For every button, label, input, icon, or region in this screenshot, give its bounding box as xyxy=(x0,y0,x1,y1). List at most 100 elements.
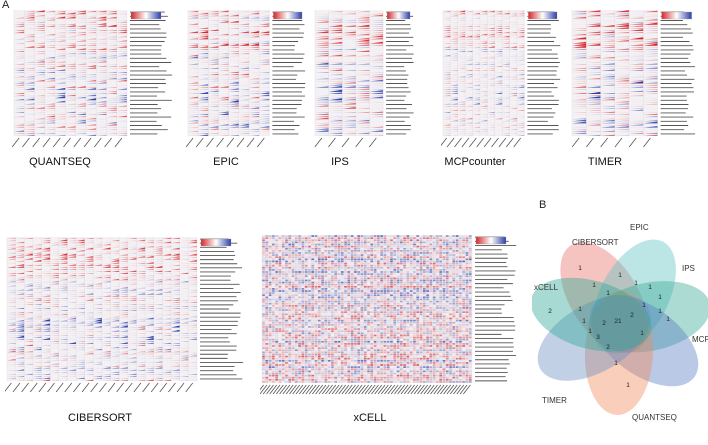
heatmap-cell xyxy=(429,252,433,254)
heatmap-cell xyxy=(238,36,250,38)
heatmap-cell xyxy=(509,34,517,36)
heatmap-cell xyxy=(198,92,209,94)
heatmap-cell xyxy=(629,59,644,61)
heatmap-cell xyxy=(439,235,443,237)
heatmap-cell xyxy=(179,287,189,289)
heatmap-cell xyxy=(272,250,275,252)
heatmap-cell xyxy=(629,108,644,109)
heatmap-cell xyxy=(572,41,587,44)
heatmap-cell xyxy=(380,237,383,240)
heatmap-cell xyxy=(119,254,128,256)
heatmap-cell xyxy=(58,316,68,318)
heatmap-cell xyxy=(162,322,172,324)
heatmap-cell xyxy=(298,237,301,240)
heatmap-cell xyxy=(480,51,488,52)
heatmap-cell xyxy=(106,55,117,57)
heatmap-cell xyxy=(393,250,397,252)
heatmap-cell xyxy=(643,63,658,65)
heatmap-cell xyxy=(315,17,329,19)
heatmap-cell xyxy=(116,25,127,27)
heatmap-cell xyxy=(377,247,380,250)
heatmap-cell xyxy=(572,103,587,105)
heatmap-cell xyxy=(85,97,97,99)
heatmap-cell xyxy=(76,254,85,256)
heatmap-cell xyxy=(55,116,66,118)
heatmap-cell xyxy=(106,116,117,118)
heatmap-ips xyxy=(313,8,416,150)
heatmap-cell xyxy=(450,47,458,48)
heatmap-cell xyxy=(409,239,413,242)
heatmap-cell xyxy=(442,237,446,240)
heatmap-quantseq xyxy=(12,8,177,150)
heatmap-cell xyxy=(102,332,111,334)
heatmap-cell xyxy=(600,95,615,97)
heatmap-cell xyxy=(328,95,343,97)
heatmap-cell xyxy=(572,99,587,101)
heatmap-cell xyxy=(67,268,77,270)
heatmap-cell xyxy=(342,122,356,124)
heatmap-cell xyxy=(472,93,480,94)
heatmap-cell xyxy=(262,256,265,259)
heatmap-cell xyxy=(298,241,301,244)
heatmap-cell xyxy=(328,128,343,130)
heatmap-cell xyxy=(432,241,436,244)
heatmap-cell xyxy=(34,118,45,120)
heatmap-cell xyxy=(452,252,456,254)
heatmap-cell xyxy=(84,322,94,324)
heatmap-cell xyxy=(34,71,45,73)
heatmap-cell xyxy=(403,239,406,242)
heatmap-cell xyxy=(50,363,59,365)
heatmap-cell xyxy=(517,69,525,71)
heatmap-cell xyxy=(228,122,239,124)
heatmap-cell xyxy=(383,252,387,254)
heatmap-cell xyxy=(350,252,354,254)
heatmap-cell xyxy=(171,353,180,355)
heatmap-cell xyxy=(275,235,278,237)
heatmap-cell xyxy=(436,252,439,254)
heatmap-cell xyxy=(218,42,229,44)
heatmap-cell xyxy=(331,235,334,237)
heatmap-cell xyxy=(304,237,308,240)
heatmap-cell xyxy=(32,264,42,266)
heatmap-cell xyxy=(586,107,601,109)
heatmap-cell xyxy=(268,245,272,248)
heatmap-cell xyxy=(116,40,127,42)
heatmap-cell xyxy=(65,65,76,67)
heatmap-mcpcounter xyxy=(441,8,563,150)
heatmap-cell xyxy=(208,126,219,128)
heatmap-cell xyxy=(75,25,86,27)
heatmap-cell xyxy=(600,92,615,94)
heatmap-cell xyxy=(494,85,503,86)
heatmap-cell xyxy=(259,98,270,101)
heatmap-cell xyxy=(116,65,127,67)
heatmap-cell xyxy=(58,241,68,244)
heatmap-cell xyxy=(480,99,488,101)
heatmap-cell xyxy=(465,243,469,246)
heatmap-cell xyxy=(65,12,76,15)
heatmap-cell xyxy=(457,114,466,115)
heatmap-cell xyxy=(373,241,377,244)
heatmap-cell xyxy=(442,241,446,244)
heatmap-cell xyxy=(198,37,209,40)
heatmap-cell xyxy=(41,345,51,347)
heatmap-cell xyxy=(65,76,76,78)
heatmap-cell xyxy=(342,63,356,65)
heatmap-cell xyxy=(436,237,439,240)
heatmap-cell xyxy=(400,254,403,256)
heatmap-cell xyxy=(340,254,344,256)
color-legend xyxy=(200,238,232,247)
heatmap-cell xyxy=(238,64,250,65)
heatmap-cell xyxy=(162,237,172,240)
heatmap-cell xyxy=(58,287,68,289)
color-legend xyxy=(528,11,558,20)
heatmap-cell xyxy=(614,131,630,132)
heatmap-cell xyxy=(304,243,308,246)
heatmap-cell xyxy=(106,103,117,105)
heatmap-cell xyxy=(96,82,107,84)
heatmap-cell xyxy=(295,239,298,242)
heatmap-cell xyxy=(76,239,85,242)
heatmap-cell xyxy=(15,338,25,340)
heatmap-cell xyxy=(96,22,107,25)
heatmap-cell xyxy=(315,49,329,50)
heatmap-cell xyxy=(455,252,459,254)
